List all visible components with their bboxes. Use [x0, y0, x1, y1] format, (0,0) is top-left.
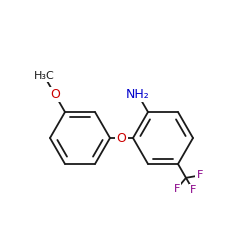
Text: O: O — [116, 132, 126, 144]
Text: NH₂: NH₂ — [126, 88, 150, 101]
Text: F: F — [190, 185, 196, 195]
Text: F: F — [196, 170, 203, 180]
Text: H₃C: H₃C — [34, 71, 54, 81]
Text: F: F — [174, 184, 180, 194]
Text: O: O — [50, 88, 60, 101]
